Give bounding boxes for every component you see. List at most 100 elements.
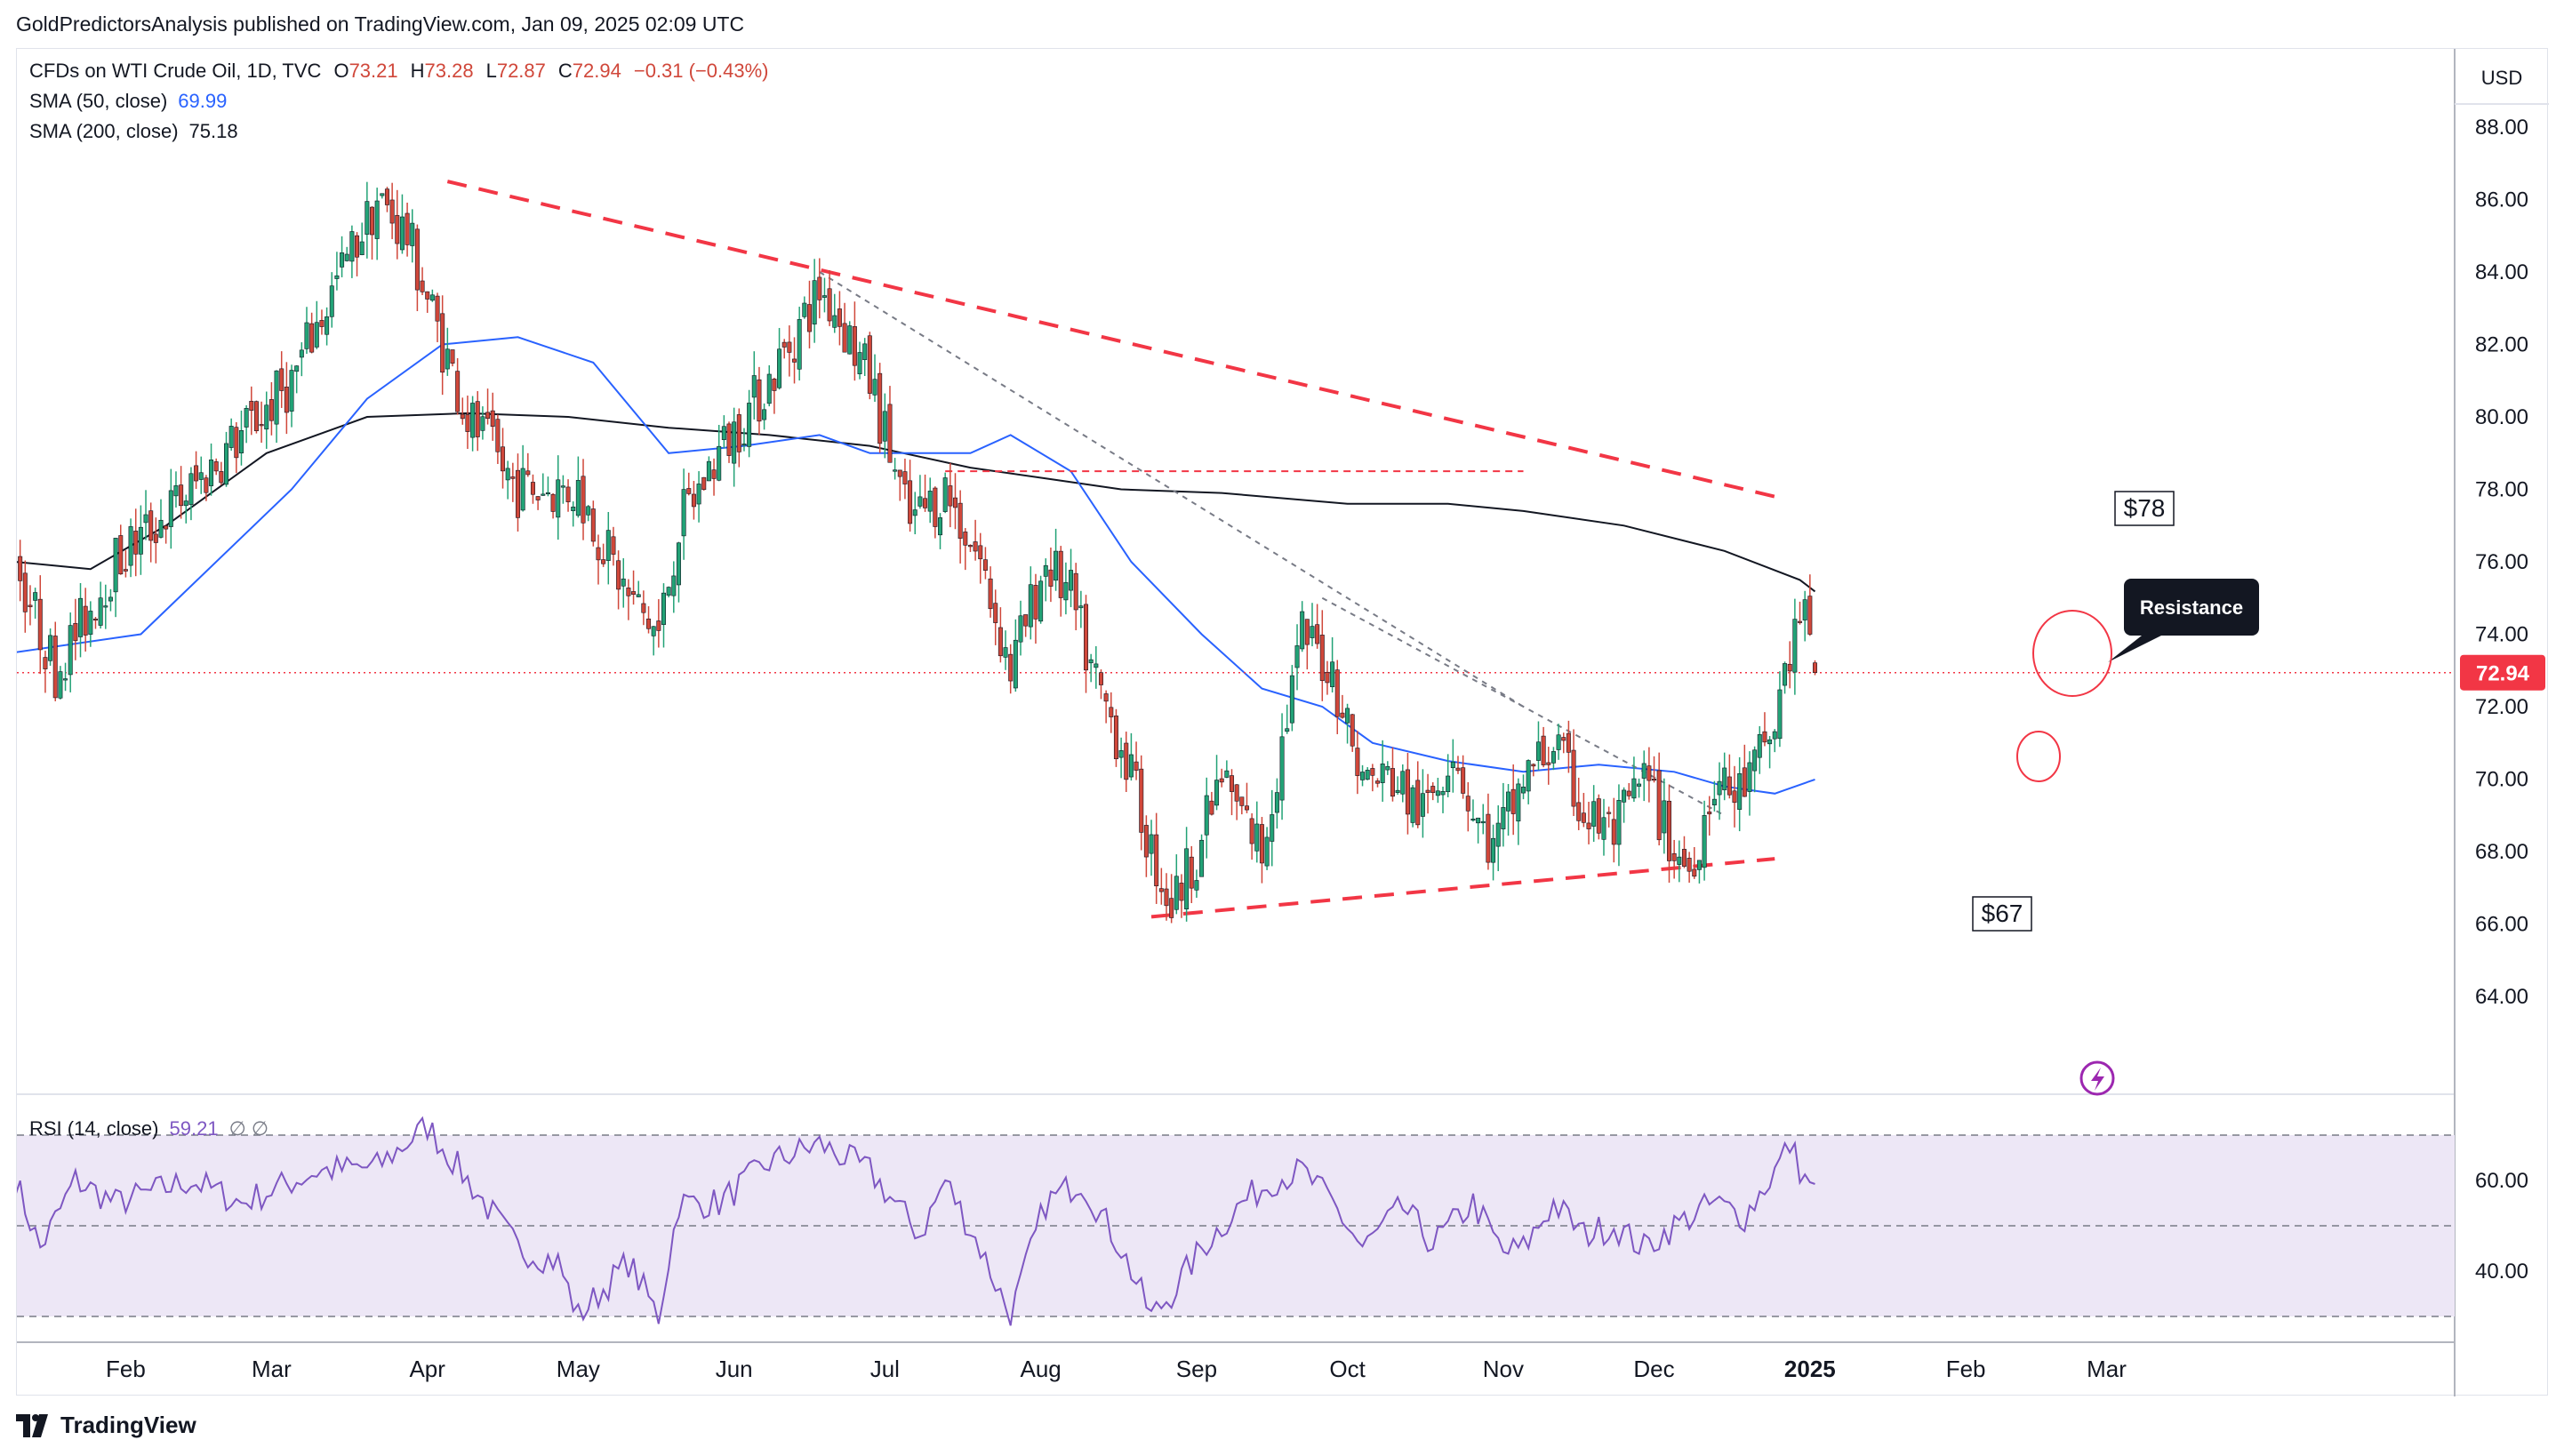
- candle-body: [902, 471, 908, 484]
- candle-body: [1149, 834, 1154, 854]
- candle-body: [304, 322, 309, 349]
- candle-body: [1702, 815, 1707, 868]
- candle-body: [92, 618, 98, 621]
- candle-body: [1054, 550, 1059, 581]
- candles[interactable]: [18, 181, 1817, 924]
- candle-body: [812, 280, 817, 324]
- legend: CFDs on WTI Crude Oil, 1D, TVC O73.21 H73.…: [29, 60, 769, 1140]
- candle-body: [948, 485, 953, 507]
- candle-body: [1179, 883, 1184, 901]
- candle-body: [435, 295, 440, 322]
- candle-body: [1139, 768, 1144, 833]
- candle-body: [1285, 728, 1290, 732]
- candle-body: [1470, 819, 1476, 821]
- candle-body: [1622, 789, 1627, 803]
- candle-body: [1591, 801, 1597, 827]
- candle-body: [1244, 805, 1249, 811]
- candle-body: [1792, 619, 1798, 673]
- candle-body: [309, 323, 315, 353]
- lightning-icon[interactable]: [2079, 1060, 2115, 1096]
- candle-body: [1631, 778, 1637, 799]
- candle-body: [535, 496, 541, 500]
- rsi-pane: [17, 1116, 2455, 1326]
- candle-body: [1300, 611, 1305, 650]
- candle-body: [1174, 876, 1179, 910]
- candle-body: [872, 379, 877, 396]
- candle-body: [912, 509, 917, 516]
- candle-body: [380, 193, 385, 196]
- candle-body: [1550, 751, 1556, 764]
- rsi-tick: 60.00: [2475, 1169, 2528, 1193]
- candle-body: [681, 489, 686, 537]
- candle-body: [581, 476, 586, 524]
- candle-body: [148, 510, 154, 541]
- candle-body: [470, 403, 476, 438]
- chart-frame[interactable]: 64.00 66.00 68.00 70.00 72.00 74.00 76.00 78.00…: [16, 48, 2549, 1396]
- time-tick: May: [557, 1356, 600, 1382]
- candle-body: [1807, 596, 1813, 635]
- candle-body: [244, 408, 249, 428]
- candle-body: [842, 323, 847, 353]
- chart-canvas[interactable]: 64.00 66.00 68.00 70.00 72.00 74.00 76.00 78.00…: [17, 49, 2549, 1396]
- candle-body: [238, 429, 244, 453]
- candle-body: [1762, 731, 1767, 743]
- candle-body: [1798, 620, 1803, 623]
- candle-body: [450, 349, 455, 364]
- price-tick: 78.00: [2475, 478, 2528, 502]
- candle-body: [58, 671, 63, 699]
- candle-body: [1772, 731, 1777, 740]
- candle-body: [88, 611, 93, 635]
- candle-body: [781, 341, 787, 348]
- candle-body: [927, 491, 933, 512]
- price-tick: 84.00: [2475, 260, 2528, 284]
- price-tick: 86.00: [2475, 188, 2528, 212]
- candle-body: [747, 403, 752, 447]
- candle-body: [641, 603, 646, 613]
- candle-body: [123, 569, 128, 572]
- candle-body: [1094, 663, 1099, 668]
- candle-body: [319, 320, 325, 327]
- candle-body: [460, 413, 465, 420]
- candle-body: [359, 241, 365, 255]
- candle-body: [480, 416, 485, 431]
- candle-body: [495, 419, 501, 452]
- candle-body: [777, 348, 782, 388]
- candle-body: [173, 485, 179, 497]
- candle-body: [1204, 795, 1209, 836]
- candle-body: [1084, 604, 1089, 671]
- resistance-label-bg: [2124, 579, 2259, 636]
- publisher-line: GoldPredictorsAnalysis published on Trad…: [16, 12, 745, 36]
- candle-body: [636, 594, 641, 597]
- candle-body: [1405, 769, 1410, 815]
- candle-body: [198, 472, 204, 480]
- currency-label[interactable]: USD: [2481, 67, 2522, 89]
- candle-body: [772, 379, 777, 391]
- candle-body: [475, 401, 480, 437]
- candle-body: [1747, 762, 1752, 792]
- axes: 64.00 66.00 68.00 70.00 72.00 74.00 76.00 78.00…: [106, 116, 2528, 1382]
- footer[interactable]: TradingView: [16, 1412, 196, 1439]
- resistance-callout[interactable]: Resistance: [2108, 579, 2259, 662]
- candle-body: [1647, 765, 1652, 781]
- candle-body: [1783, 663, 1788, 686]
- candle-body: [1812, 662, 1817, 673]
- candle-body: [1158, 888, 1164, 892]
- price-tick: 80.00: [2475, 405, 2528, 429]
- candle-body: [410, 222, 415, 246]
- candle-body: [821, 295, 827, 298]
- candle-body: [455, 371, 461, 412]
- candle-body: [68, 625, 73, 676]
- candle-body: [1350, 714, 1355, 747]
- svg-text:$67: $67: [1982, 900, 2023, 927]
- candle-body: [1732, 790, 1737, 804]
- candle-body: [1013, 639, 1018, 689]
- candle-body: [686, 488, 692, 494]
- candle-body: [1711, 798, 1717, 805]
- breakout-circle: [2016, 731, 2061, 782]
- candle-body: [1113, 716, 1118, 759]
- candle-body: [1410, 787, 1415, 823]
- candle-body: [1098, 672, 1103, 685]
- candle-body: [1345, 708, 1350, 724]
- candle-body: [590, 508, 596, 542]
- candle-body: [1028, 584, 1033, 628]
